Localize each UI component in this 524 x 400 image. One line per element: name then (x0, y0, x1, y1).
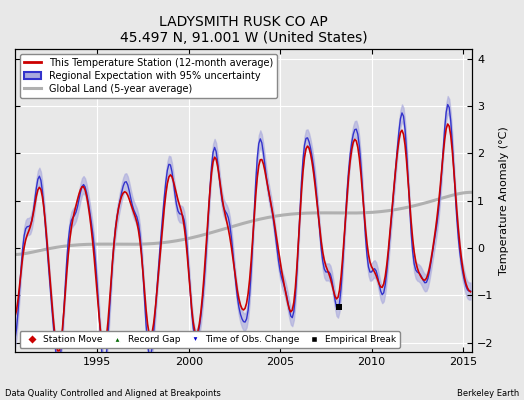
Text: Berkeley Earth: Berkeley Earth (456, 389, 519, 398)
Text: Data Quality Controlled and Aligned at Breakpoints: Data Quality Controlled and Aligned at B… (5, 389, 221, 398)
Legend: Station Move, Record Gap, Time of Obs. Change, Empirical Break: Station Move, Record Gap, Time of Obs. C… (19, 332, 400, 348)
Y-axis label: Temperature Anomaly (°C): Temperature Anomaly (°C) (499, 126, 509, 275)
Title: LADYSMITH RUSK CO AP
45.497 N, 91.001 W (United States): LADYSMITH RUSK CO AP 45.497 N, 91.001 W … (119, 15, 367, 45)
